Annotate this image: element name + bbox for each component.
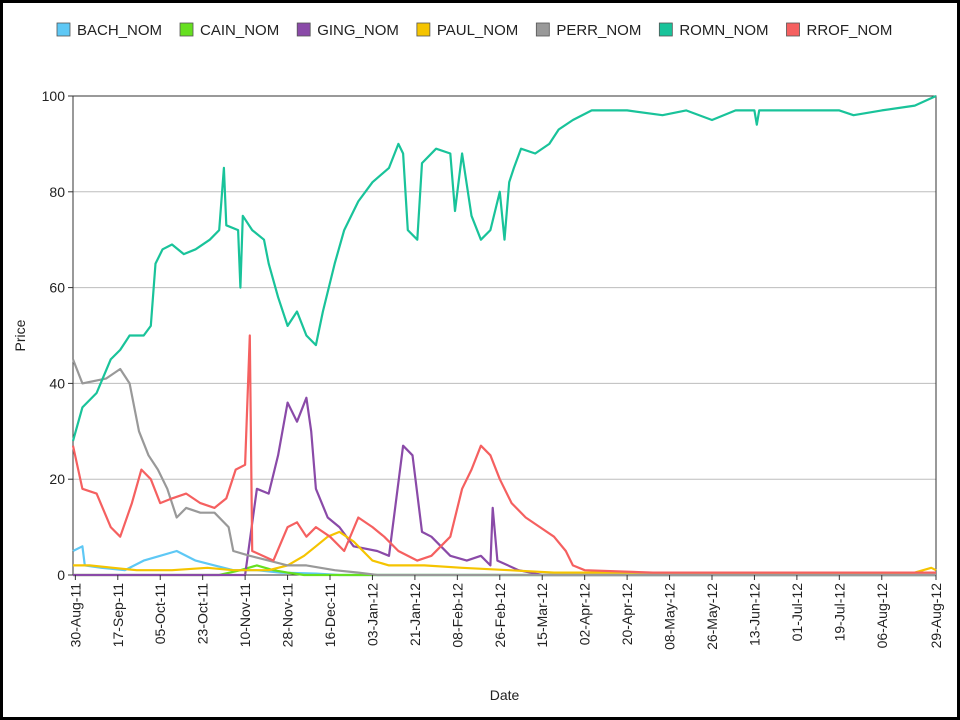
legend-swatch xyxy=(179,22,194,37)
x-tick-label: 17-Sep-11 xyxy=(110,583,126,648)
series-line-romn-nom xyxy=(71,94,937,442)
x-tick-label: 08-May-12 xyxy=(662,583,678,650)
legend-swatch xyxy=(56,22,71,37)
x-tick-label: 08-Feb-12 xyxy=(449,583,465,648)
legend-label: PERR_NOM xyxy=(556,22,641,39)
series-line-paul-nom xyxy=(73,530,937,574)
legend-item: ROMN_NOM xyxy=(658,22,769,39)
x-tick-label: 23-Oct-11 xyxy=(195,583,211,644)
x-tick-label: 15-Mar-12 xyxy=(534,583,550,648)
legend-label: ROMN_NOM xyxy=(679,22,768,39)
series-line-ging-nom xyxy=(73,396,936,577)
x-tick-label: 26-Feb-12 xyxy=(492,583,508,648)
x-tick-label: 03-Jan-12 xyxy=(364,583,380,646)
legend-swatch xyxy=(786,22,800,37)
x-tick-label: 26-May-12 xyxy=(704,583,720,650)
legend: BACH_NOM CAIN_NOM GING_NOM PAUL_NOM PERR_NOM… xyxy=(56,22,893,39)
legend-label: CAIN_NOM xyxy=(200,22,279,39)
y-tick-label: 0 xyxy=(57,567,65,583)
series-layer xyxy=(71,94,937,577)
x-tick-label: 02-Apr-12 xyxy=(577,583,593,645)
legend-label: GING_NOM xyxy=(317,22,399,39)
series-line-perr-nom xyxy=(71,358,936,577)
legend-item: CAIN_NOM xyxy=(179,22,279,39)
x-axis: 30-Aug-11 17-Sep-11 05-Oct-11 23-Oct-11 10-N… xyxy=(67,575,944,650)
legend-item: PAUL_NOM xyxy=(416,22,518,39)
legend-swatch xyxy=(658,22,673,37)
x-tick-label: 05-Oct-11 xyxy=(152,583,168,644)
y-tick-label: 60 xyxy=(49,280,65,296)
x-tick-label: 16-Dec-11 xyxy=(322,583,338,648)
legend-item: GING_NOM xyxy=(296,22,399,39)
legend-swatch xyxy=(296,22,311,37)
legend-item: PERR_NOM xyxy=(535,22,641,39)
y-axis: 0 20 40 60 80 100 xyxy=(42,88,73,583)
legend-item: RROF_NOM xyxy=(786,22,893,39)
legend-label: PAUL_NOM xyxy=(437,22,518,39)
x-tick-label: 20-Apr-12 xyxy=(619,583,635,645)
x-tick-label: 30-Aug-11 xyxy=(67,583,83,648)
legend-item: BACH_NOM xyxy=(56,22,162,39)
y-tick-label: 20 xyxy=(49,471,65,487)
x-tick-label: 01-Jul-12 xyxy=(789,583,805,642)
legend-label: BACH_NOM xyxy=(77,22,162,39)
line-chart: BACH_NOM CAIN_NOM GING_NOM PAUL_NOM PERR_NOM… xyxy=(12,22,944,703)
x-tick-label: 10-Nov-11 xyxy=(237,583,253,648)
series-line-rrof-nom xyxy=(71,334,936,574)
x-tick-label: 06-Aug-12 xyxy=(874,583,890,649)
x-tick-label: 28-Nov-11 xyxy=(280,583,296,648)
legend-swatch xyxy=(416,22,431,37)
x-tick-label: 19-Jul-12 xyxy=(831,583,847,642)
y-tick-label: 40 xyxy=(49,375,65,391)
x-tick-label: 13-Jun-12 xyxy=(746,583,762,646)
x-axis-label: Date xyxy=(490,687,520,703)
legend-label: RROF_NOM xyxy=(807,22,893,39)
chart-frame: BACH_NOM CAIN_NOM GING_NOM PAUL_NOM PERR_NOM… xyxy=(3,3,957,717)
y-tick-label: 100 xyxy=(42,88,66,104)
y-tick-label: 80 xyxy=(49,184,65,200)
y-axis-label: Price xyxy=(12,319,28,351)
x-tick-label: 21-Jan-12 xyxy=(407,583,423,646)
legend-swatch xyxy=(535,22,550,37)
x-tick-label: 29-Aug-12 xyxy=(928,583,944,649)
